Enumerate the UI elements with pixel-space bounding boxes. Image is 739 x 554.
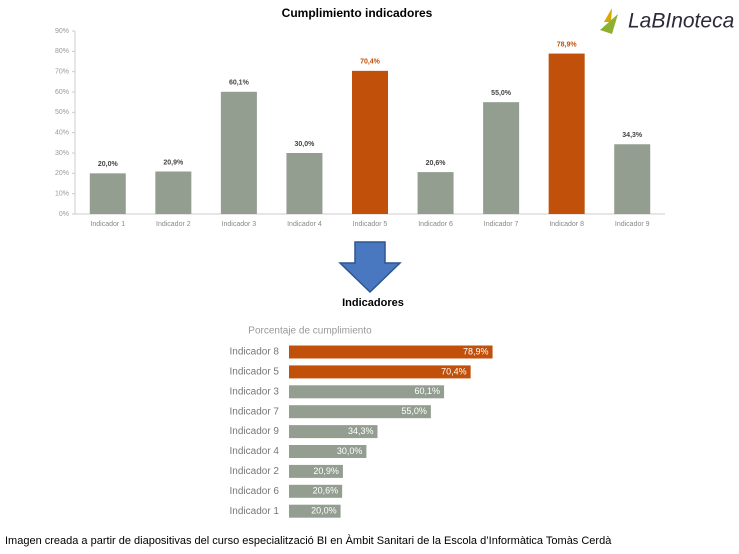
bar [483,102,520,214]
value-label: 20,6% [313,486,339,496]
x-tick-label: Indicador 7 [484,221,519,228]
bar [286,153,323,214]
logo-icon [600,14,618,34]
bar [289,464,343,478]
bar [289,504,341,518]
y-tick-label: 50% [55,109,69,116]
x-tick-label: Indicador 8 [549,221,584,228]
value-label: 55,0% [401,406,427,416]
bar [289,445,367,458]
y-tick-label: 0% [59,211,69,218]
value-label: 78,9% [463,346,489,356]
y-tick-label: Indicador 8 [230,347,280,358]
value-label: 20,9% [313,466,339,476]
x-tick-label: Indicador 4 [287,221,322,228]
value-label: 70,4% [360,59,381,66]
logo: LaBInoteca [600,8,734,34]
y-tick-label: Indicador 6 [230,486,280,497]
value-label: 60,1% [229,80,250,87]
y-tick-label: 60% [55,89,69,96]
bar [289,365,471,379]
chart-title: Cumplimiento indicadores [282,6,433,20]
bar [417,172,454,214]
value-label: 55,0% [491,90,512,97]
value-label: 60,1% [415,386,441,396]
arrow [338,241,402,294]
y-tick-label: 80% [55,48,69,55]
chart-title: Indicadores [342,297,404,309]
bar [89,173,126,214]
chart-subtitle: Porcentaje de cumplimiento [248,326,372,337]
bar [614,144,651,214]
bar [289,385,445,399]
y-tick-label: Indicador 1 [230,506,280,517]
y-tick-label: 70% [55,69,69,76]
caption: Imagen creada a partir de diapositivas d… [5,534,612,547]
y-tick-label: 10% [55,191,69,198]
x-tick-label: Indicador 9 [615,221,650,228]
y-tick-label: Indicador 5 [230,367,280,378]
bar [289,425,378,439]
value-label: 34,3% [622,132,643,139]
logo-icon [604,8,612,22]
y-tick-label: 20% [55,170,69,177]
y-tick-label: Indicador 4 [230,446,280,457]
value-label: 30,0% [295,141,316,148]
value-label: 78,9% [557,41,578,48]
value-label: 30,0% [337,446,363,456]
value-label: 20,6% [426,160,447,167]
y-tick-label: Indicador 3 [230,386,280,397]
x-tick-label: Indicador 5 [353,221,388,228]
value-label: 20,9% [163,159,184,166]
logo-text: LaBInoteca [628,10,734,33]
value-label: 20,0% [98,161,119,168]
value-label: 34,3% [348,426,374,436]
x-tick-label: Indicador 6 [418,221,453,228]
bar [289,405,431,419]
value-label: 70,4% [441,366,467,376]
y-tick-label: Indicador 2 [230,466,280,477]
bar [352,70,388,214]
y-tick-label: 30% [55,150,69,157]
y-tick-label: Indicador 9 [230,426,280,437]
bar [220,91,257,214]
bar [548,53,585,214]
x-tick-label: Indicador 2 [156,221,191,228]
y-tick-label: 90% [55,28,69,35]
x-tick-label: Indicador 1 [90,221,125,228]
y-tick-label: Indicador 7 [230,406,280,417]
bar [155,171,192,214]
y-tick-label: 40% [55,130,69,137]
value-label: 20,0% [311,506,337,516]
bar [289,345,493,359]
bar [289,484,343,498]
x-tick-label: Indicador 3 [222,221,257,228]
